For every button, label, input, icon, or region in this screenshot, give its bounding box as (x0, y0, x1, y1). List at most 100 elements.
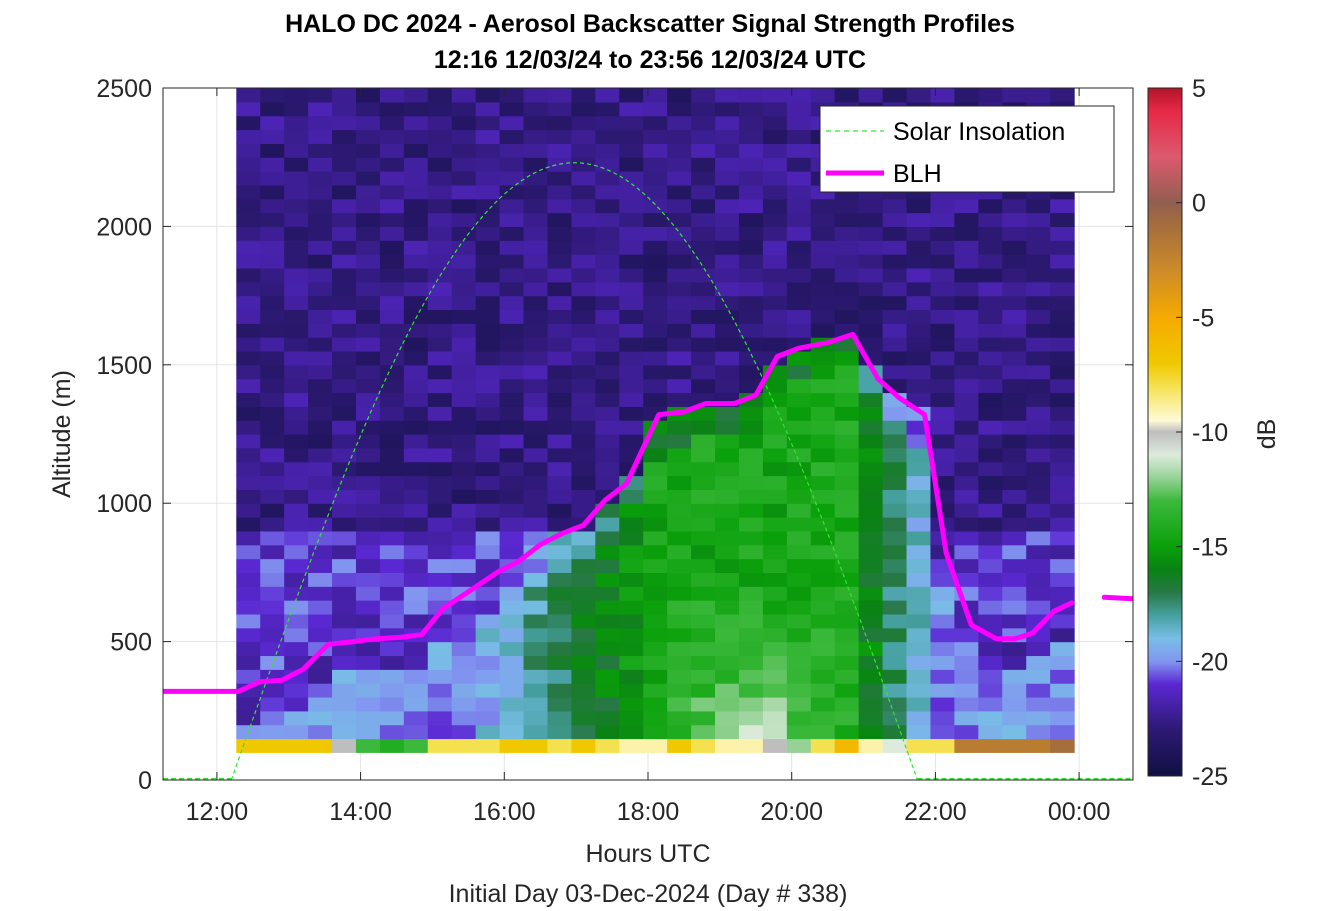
heatmap-cell (332, 267, 357, 283)
heatmap-cell (619, 406, 644, 421)
heatmap-cell (308, 586, 333, 601)
heatmap-cell (643, 475, 668, 490)
heatmap-cell (906, 434, 932, 449)
heatmap-cell (1050, 295, 1075, 311)
heatmap-cell (427, 420, 453, 435)
colorbar-tick-label: -25 (1192, 763, 1228, 791)
heatmap-cell (978, 683, 1003, 698)
heatmap-cell (930, 254, 955, 269)
heatmap-cell (499, 530, 525, 546)
heatmap-cell (451, 143, 477, 158)
heatmap-cell (571, 240, 596, 255)
heatmap-cell (499, 212, 525, 227)
heatmap-cell (523, 461, 549, 477)
heatmap-cell (308, 406, 333, 421)
heatmap-cell (451, 171, 477, 186)
heatmap-cell (451, 503, 477, 518)
heatmap-cell (762, 88, 788, 103)
heatmap-cell (595, 378, 620, 394)
heatmap-cell (475, 558, 501, 573)
heatmap-cell (691, 530, 716, 546)
heatmap-cell (619, 558, 644, 573)
heatmap-cell (882, 724, 908, 740)
heatmap-cell (715, 530, 740, 546)
heatmap-cell (236, 295, 261, 311)
legend-solar-label: Solar Insolation (893, 118, 1065, 146)
heatmap-cell (667, 655, 692, 670)
heatmap-cell (571, 447, 596, 463)
heatmap-cell (882, 558, 908, 573)
heatmap-cell (691, 434, 716, 449)
heatmap-cell (523, 198, 549, 214)
heatmap-cell (355, 309, 381, 324)
heatmap-cell (738, 627, 764, 643)
heatmap-cell (643, 157, 668, 172)
heatmap-cell (738, 530, 764, 546)
heatmap-cell (355, 586, 381, 601)
heatmap-cell (355, 157, 381, 172)
heatmap-cell (643, 309, 668, 324)
heatmap-cell (571, 171, 596, 186)
heatmap-cell (332, 503, 357, 518)
heatmap-cell (715, 212, 740, 227)
heatmap-cell (475, 655, 501, 670)
heatmap-cell (451, 212, 477, 227)
heatmap-cell (523, 392, 549, 407)
heatmap-cell (379, 171, 405, 186)
heatmap-cell (379, 337, 405, 352)
heatmap-cell (786, 143, 812, 158)
heatmap-cell (691, 157, 716, 172)
heatmap-cell (499, 641, 525, 657)
heatmap-cell (954, 337, 979, 352)
heatmap-cell (858, 627, 884, 643)
heatmap-cell (858, 586, 884, 601)
heatmap-cell (978, 420, 1003, 435)
heatmap-cell (1026, 420, 1051, 435)
heatmap-cell (882, 503, 908, 518)
heatmap-cell (1026, 475, 1051, 490)
heatmap-cell (332, 281, 357, 297)
heatmap-cell (1026, 655, 1051, 670)
heatmap-cell (451, 544, 477, 560)
heatmap-cell (260, 738, 285, 753)
heatmap-cell (308, 364, 333, 380)
heatmap-cell (738, 517, 764, 532)
heatmap-cell (523, 171, 549, 186)
heatmap-cell (858, 392, 884, 407)
heatmap-cell (858, 281, 884, 297)
heatmap-cell (523, 572, 549, 587)
heatmap-cell (786, 558, 812, 573)
heatmap-cell (308, 517, 333, 532)
heatmap-cell (403, 212, 429, 227)
heatmap-cell (810, 696, 836, 712)
heatmap-cell (930, 613, 955, 629)
heatmap-cell (260, 434, 285, 449)
heatmap-cell (691, 364, 716, 380)
heatmap-cell (858, 434, 884, 449)
heatmap-cell (930, 240, 955, 255)
heatmap-cell (475, 323, 501, 338)
heatmap-cell (547, 434, 573, 449)
heatmap-cell (1002, 517, 1027, 532)
heatmap-cell (762, 475, 788, 490)
heatmap-cell (978, 613, 1003, 629)
heatmap-cell (475, 157, 501, 172)
heatmap-cell (332, 323, 357, 338)
heatmap-cell (619, 129, 644, 144)
heatmap-cell (762, 724, 788, 740)
heatmap-cell (571, 157, 596, 172)
heatmap-cell (954, 281, 979, 297)
heatmap-cell (667, 295, 692, 311)
heatmap-cell (499, 475, 525, 490)
heatmap-cell (499, 420, 525, 435)
heatmap-cell (355, 295, 381, 311)
heatmap-cell (355, 738, 381, 753)
heatmap-cell (643, 558, 668, 573)
heatmap-cell (1002, 337, 1027, 352)
heatmap-cell (332, 669, 357, 684)
heatmap-cell (882, 226, 908, 241)
heatmap-cell (762, 738, 788, 753)
heatmap-cell (954, 724, 979, 740)
heatmap-cell (834, 198, 860, 214)
heatmap-cell (571, 129, 596, 144)
